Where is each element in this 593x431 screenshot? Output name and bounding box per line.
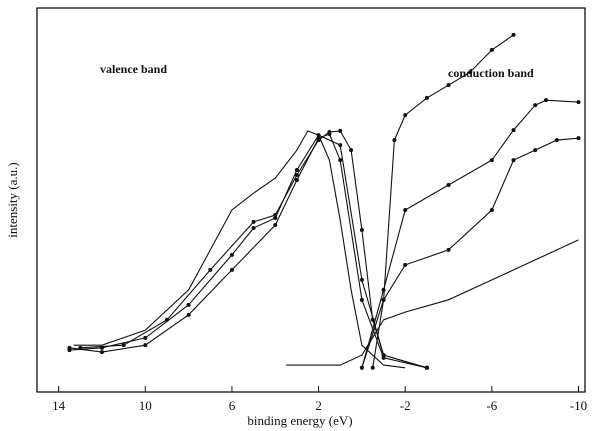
point [121, 343, 126, 348]
point [424, 365, 429, 370]
point [576, 100, 581, 105]
x-tick-label: 10 [139, 398, 152, 413]
point [403, 262, 408, 267]
point [316, 133, 321, 138]
point [533, 103, 538, 108]
x-tick-label: -6 [486, 398, 497, 413]
x-tick-label: -2 [400, 398, 411, 413]
point [143, 335, 148, 340]
point [229, 252, 234, 257]
series-line [286, 239, 579, 366]
point [208, 267, 213, 272]
point [99, 350, 104, 355]
point [338, 143, 343, 148]
point [349, 148, 354, 153]
point [294, 173, 299, 178]
point [143, 343, 148, 348]
point [251, 226, 256, 231]
point [511, 128, 516, 133]
point [446, 247, 451, 252]
point [273, 216, 278, 221]
point [229, 267, 234, 272]
point [186, 302, 191, 307]
point [576, 136, 581, 141]
point [359, 227, 364, 232]
x-tick-label: 14 [52, 398, 66, 413]
annotation: conduction band [448, 66, 534, 80]
y-axis-label: intensity (a.u.) [5, 162, 20, 237]
point [468, 70, 473, 75]
point [489, 47, 494, 52]
point [533, 148, 538, 153]
series-line [73, 130, 406, 369]
point [511, 158, 516, 163]
point [489, 207, 494, 212]
point [338, 128, 343, 133]
x-tick-label: -10 [570, 398, 587, 413]
point [251, 219, 256, 224]
point [186, 312, 191, 317]
x-axis-label: binding energy (eV) [247, 413, 352, 428]
point [403, 113, 408, 118]
x-tick-label: 2 [315, 398, 322, 413]
annotation: valence band [100, 62, 167, 76]
point [392, 138, 397, 143]
point [381, 355, 386, 360]
point [338, 158, 343, 163]
point [381, 297, 386, 302]
point [446, 183, 451, 188]
point [446, 83, 451, 88]
point [99, 345, 104, 350]
point [381, 287, 386, 292]
point [424, 95, 429, 100]
point [403, 207, 408, 212]
point [294, 178, 299, 183]
point [316, 136, 321, 141]
point [359, 297, 364, 302]
point [370, 365, 375, 370]
series-line [80, 130, 428, 369]
point [359, 365, 364, 370]
point [359, 277, 364, 282]
point [294, 168, 299, 173]
point [489, 158, 494, 163]
point [327, 131, 332, 136]
plot-frame [36, 7, 586, 393]
point [511, 32, 516, 37]
point [554, 138, 559, 143]
point [273, 222, 278, 227]
x-tick-label: 6 [229, 398, 236, 413]
series-line [372, 34, 514, 368]
point [544, 98, 549, 103]
point [67, 345, 72, 350]
